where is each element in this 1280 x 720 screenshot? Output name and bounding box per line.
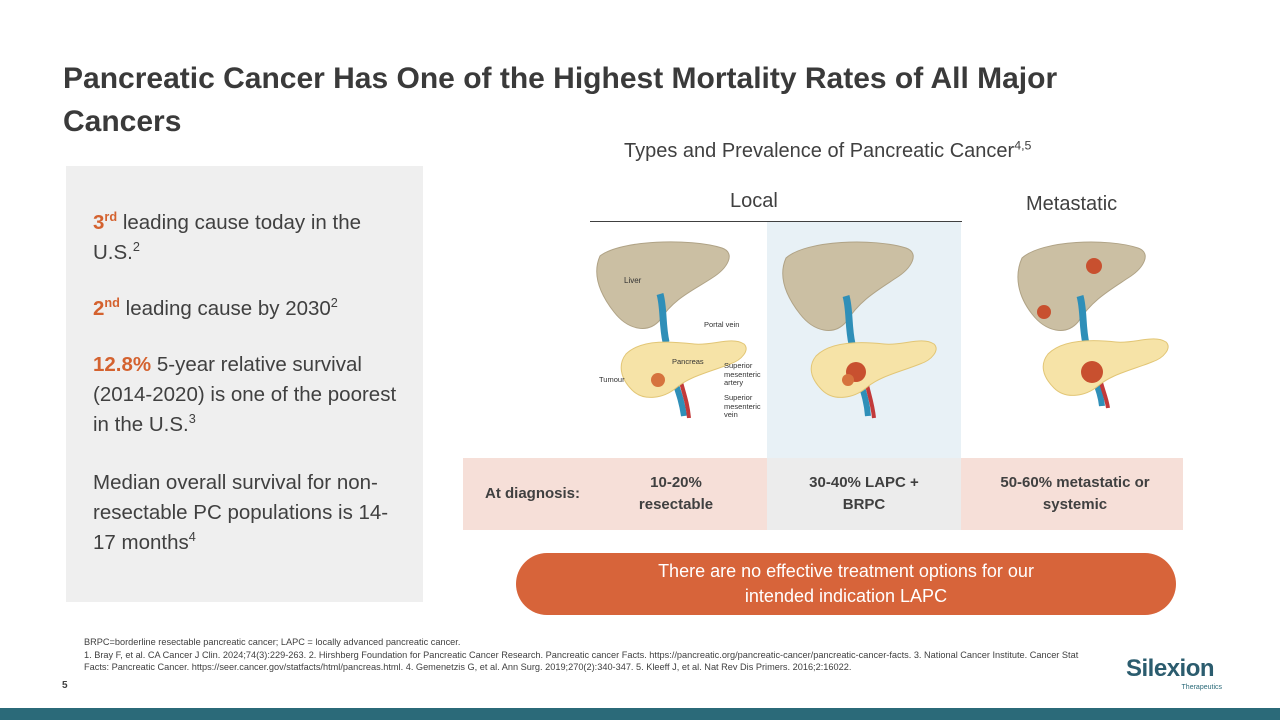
- lapc-anatomy-illustration: [782, 241, 937, 419]
- metastatic-anatomy-illustration: [1017, 241, 1169, 409]
- silexion-logo: Silexion Therapeutics: [1126, 655, 1226, 695]
- label-portal-vein: Portal vein: [704, 320, 739, 329]
- abbreviations-note: BRPC=borderline resectable pancreatic ca…: [84, 637, 461, 647]
- label-pancreas: Pancreas: [672, 357, 704, 366]
- resectable-value: 10-20% resectable: [638, 474, 714, 513]
- metastatic-value: 50-60% metastatic or systemic: [1000, 474, 1150, 513]
- figure-title: Types and Prevalence of Pancreatic Cance…: [624, 138, 1032, 162]
- lapc-cell: [767, 458, 961, 530]
- stat-leading-cause-today: 3rd leading cause today in the U.S.2: [93, 209, 362, 264]
- metastatic-cell: [961, 458, 1183, 530]
- footer-bar: [0, 708, 1280, 720]
- resectable-cell: [463, 458, 767, 530]
- references-note: 1. Bray F, et al. CA Cancer J Clin. 2024…: [84, 649, 1079, 673]
- tumour-mark: [1081, 361, 1103, 383]
- stat-leading-cause-2030: 2nd leading cause by 20302: [93, 295, 338, 320]
- key-message-callout: There are no effective treatment options…: [516, 553, 1176, 615]
- metastasis-mark: [1086, 258, 1102, 274]
- lapc-value: 30-40% LAPC + BRPC: [809, 474, 919, 513]
- label-liver: Liver: [624, 276, 642, 285]
- callout-text: There are no effective treatment options…: [658, 561, 1034, 606]
- footnotes: BRPC=borderline resectable pancreatic ca…: [84, 636, 1104, 674]
- label-smv: Superior mesenteric vein: [724, 394, 761, 419]
- stat-five-year-survival: 12.8% 5-year relative survival (2014-202…: [93, 353, 397, 436]
- logo-wordmark: Silexion: [1126, 655, 1215, 682]
- label-tumour: Tumour: [599, 375, 625, 384]
- local-label: Local: [730, 190, 778, 212]
- page-number: 5: [62, 680, 68, 691]
- logo-tagline: Therapeutics: [1181, 684, 1222, 691]
- local-bracket-line: [590, 221, 962, 222]
- stat-median-survival: Median overall survival for non-resectab…: [93, 471, 389, 554]
- metastasis-mark: [1037, 305, 1051, 319]
- at-diagnosis-label: At diagnosis:: [485, 485, 581, 502]
- tumour-mark: [651, 373, 665, 387]
- tumour-mark: [842, 374, 854, 386]
- key-stats-panel: 3rd leading cause today in the U.S.2 2nd…: [66, 166, 423, 602]
- slide-title: Pancreatic Cancer Has One of the Highest…: [63, 62, 1058, 138]
- label-sma: Superior mesenteric artery: [724, 362, 761, 387]
- diagnosis-row: At diagnosis: 10-20% resectable 30-40% L…: [463, 458, 1183, 530]
- resectable-anatomy-illustration: Liver Portal vein Pancreas Tumour Superi…: [596, 241, 761, 419]
- metastatic-label: Metastatic: [1026, 193, 1118, 215]
